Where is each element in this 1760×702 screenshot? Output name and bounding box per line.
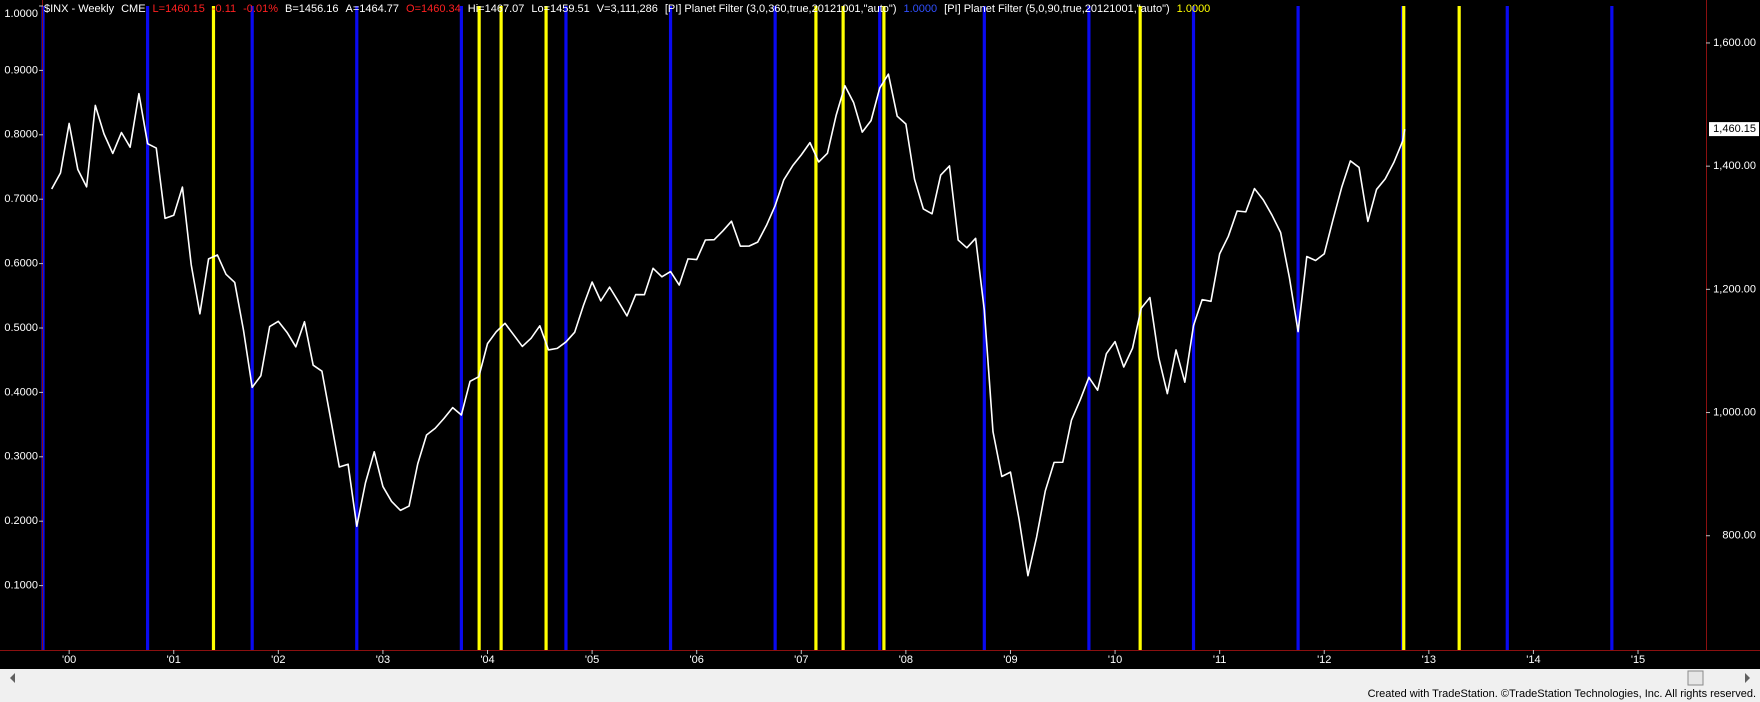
last-price-label: 1,460.15 <box>1713 123 1756 135</box>
symbol: $INX - Weekly <box>44 3 115 15</box>
y2-tick-label: 1,600.00 <box>1713 37 1756 49</box>
x-tick-label: '09 <box>1003 654 1017 666</box>
indicator-bar <box>544 6 548 650</box>
indicator-name: [PI] Planet Filter (5,0,90,true,20121001… <box>944 3 1170 15</box>
indicator-name: [PI] Planet Filter (3,0,360,true,2012100… <box>664 3 897 15</box>
x-tick-label: '12 <box>1317 654 1331 666</box>
bid: B=1456.16 <box>284 3 339 15</box>
scrollbar-track <box>0 669 1760 687</box>
ask: A=1464.77 <box>345 3 400 15</box>
y2-tick-label: 1,200.00 <box>1713 283 1756 295</box>
scroll-right-arrow[interactable] <box>1745 673 1750 683</box>
x-tick-label: '04 <box>480 654 494 666</box>
indicator-bar <box>1610 6 1614 650</box>
scroll-left-arrow[interactable] <box>10 673 15 683</box>
volume: V=3,111,286 <box>596 3 658 15</box>
footer: Created with TradeStation. ©TradeStation… <box>1367 688 1756 700</box>
indicator-bar <box>145 6 150 650</box>
x-tick-label: '11 <box>1213 654 1227 666</box>
x-tick-label: '02 <box>271 654 285 666</box>
y-tick-label: 0.1000 <box>4 580 38 592</box>
y2-tick-label: 1,000.00 <box>1713 406 1756 418</box>
x-tick-label: '05 <box>585 654 599 666</box>
y2-tick-label: 800.00 <box>1722 530 1756 542</box>
x-tick-label: '10 <box>1108 654 1122 666</box>
indicator-value: 1.0000 <box>903 3 938 15</box>
indicator-value: 1.0000 <box>1176 3 1211 15</box>
indicator-bar <box>1087 6 1091 650</box>
last-price-box <box>1709 122 1759 137</box>
y2-tick-label: 1,400.00 <box>1713 160 1756 172</box>
pct-change: -0.01% <box>243 3 278 15</box>
indicator-bar <box>882 6 886 650</box>
x-tick-label: '08 <box>899 654 913 666</box>
x-tick-label: '14 <box>1526 654 1540 666</box>
y-tick-label: 0.8000 <box>4 129 38 141</box>
indicator-bar <box>355 6 359 650</box>
indicator-bar <box>841 6 845 650</box>
indicator-bar <box>982 6 986 650</box>
indicator-bar <box>1402 6 1406 650</box>
y-tick-label: 0.4000 <box>4 386 38 398</box>
indicator-bar <box>668 6 673 650</box>
scroll-thumb[interactable] <box>1687 670 1704 686</box>
net-change: -0.11 <box>211 3 237 15</box>
last: L=1460.15 <box>152 3 205 15</box>
indicator-bar <box>211 6 216 650</box>
indicator-bar <box>477 6 481 650</box>
y-tick-label: 0.9000 <box>4 64 38 76</box>
exchange: CME <box>121 3 146 15</box>
indicator-bar <box>773 6 777 650</box>
indicator-bar <box>250 6 254 650</box>
indicator-bar <box>1138 6 1142 650</box>
chart: 0.1000 0.2000 0.3000 0.4000 0.5000 0.6000 0.70… <box>0 0 1760 687</box>
y-tick-label: 1.0000 <box>4 8 38 20</box>
indicator-bar <box>459 6 463 650</box>
x-tick-label: '13 <box>1422 654 1436 666</box>
high: Hi=1467.07 <box>467 3 525 15</box>
x-tick-label: '01 <box>167 654 181 666</box>
y-tick-label: 0.2000 <box>4 515 38 527</box>
open: O=1460.34 <box>406 3 461 15</box>
status-line: $INX - Weekly CME L=1460.15 -0.11 -0.01% B=14… <box>44 1 1217 17</box>
x-tick-label: '00 <box>62 654 76 666</box>
y-tick-label: 0.6000 <box>4 258 38 270</box>
y-tick-label: 0.7000 <box>4 193 38 205</box>
indicator-bar <box>814 6 818 650</box>
scrollbar[interactable] <box>0 669 1760 687</box>
y-tick-label: 0.5000 <box>4 322 38 334</box>
indicator-bar <box>1505 6 1509 650</box>
x-tick-label: '03 <box>376 654 390 666</box>
y-tick-label: 0.3000 <box>4 451 38 463</box>
x-tick-label: '07 <box>794 654 808 666</box>
price-line <box>50 73 1406 577</box>
indicator-bar <box>1457 6 1461 650</box>
x-tick-label: '15 <box>1631 654 1645 666</box>
x-tick-label: '06 <box>690 654 704 666</box>
low: Lo=1459.51 <box>531 3 590 15</box>
indicator-bar <box>878 6 882 650</box>
indicator-bar <box>564 6 568 650</box>
